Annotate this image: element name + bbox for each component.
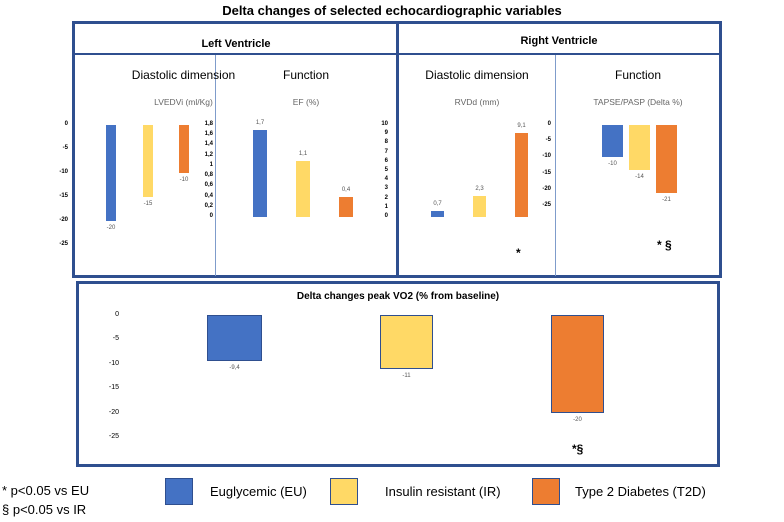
vo2-data-label: -11 bbox=[402, 372, 411, 379]
rvdd-data-label: 0,7 bbox=[433, 200, 442, 207]
rvdd-bar-eu bbox=[431, 210, 444, 217]
lvedvi-tick-label: -25 bbox=[59, 241, 68, 247]
rv-subdivider bbox=[555, 55, 556, 276]
tapse-significance: * § bbox=[657, 238, 672, 252]
ef-tick-label: 1,8 bbox=[204, 121, 213, 127]
figure-title: Delta changes of selected echocardiograp… bbox=[222, 3, 562, 18]
rvdd-tick-label: 8 bbox=[384, 139, 388, 146]
ef-data-label: 0,4 bbox=[341, 186, 351, 193]
vo2-bar-t2d bbox=[551, 315, 604, 413]
rvdd-data-label: 2,3 bbox=[475, 185, 484, 192]
ef-axis-label: EF (%) bbox=[292, 97, 320, 107]
rvdd-data-label: 9,1 bbox=[517, 123, 526, 130]
lvedvi-bar-t2d bbox=[179, 125, 189, 173]
tapse-tick-label: -25 bbox=[542, 202, 551, 208]
lvedvi-data-label: -10 bbox=[179, 177, 189, 183]
legend-label-ir: Insulin resistant (IR) bbox=[385, 484, 501, 499]
lvedvi-tick-label: -20 bbox=[59, 217, 68, 223]
tapse-data-label: -14 bbox=[635, 174, 644, 181]
tapse-tick-label: -10 bbox=[542, 153, 551, 160]
rvdd-axis-label: RVDd (mm) bbox=[454, 97, 500, 107]
tapse-tick-label: -5 bbox=[545, 137, 551, 144]
legend-note-ir: § p<0.05 vs IR bbox=[2, 502, 87, 517]
ef-subtitle: Function bbox=[282, 68, 330, 82]
tapse-axis-label: TAPSE/PASP (Delta %) bbox=[593, 97, 683, 107]
vo2-tick-label: 0 bbox=[115, 311, 119, 318]
rvdd-subtitle: Diastolic dimension bbox=[425, 68, 529, 82]
vo2-tick-label: -5 bbox=[112, 335, 119, 343]
legend-label-eu: Euglycemic (EU) bbox=[210, 484, 307, 499]
rvdd-bar-t2d bbox=[515, 133, 528, 217]
header-divider bbox=[72, 53, 722, 55]
lv-subdivider bbox=[215, 55, 216, 276]
vo2-title: Delta changes peak VO2 (% from baseline) bbox=[296, 291, 500, 302]
rvdd-tick-label: 9 bbox=[384, 130, 388, 137]
ef-bar-ir bbox=[296, 160, 310, 217]
vo2-bar-eu bbox=[207, 315, 262, 361]
rvdd-tick-label: 7 bbox=[384, 148, 388, 155]
rvdd-tick-label: 5 bbox=[384, 167, 388, 173]
ef-tick-label: 0,6 bbox=[204, 182, 213, 189]
ef-data-label: 1,7 bbox=[255, 120, 265, 127]
lvedvi-tick-label: -15 bbox=[59, 193, 68, 199]
rvdd-tick-label: 4 bbox=[384, 176, 388, 183]
lvedvi-data-label: -20 bbox=[106, 225, 116, 231]
rvdd-significance: * bbox=[516, 246, 521, 260]
tapse-subtitle: Function bbox=[614, 68, 662, 82]
vo2-data-label: -9,4 bbox=[229, 364, 240, 371]
ef-tick-label: 1,6 bbox=[204, 131, 213, 138]
ef-tick-label: 0,2 bbox=[204, 202, 213, 209]
legend-swatch-t2d bbox=[532, 478, 560, 505]
lvedvi-data-label: -15 bbox=[143, 201, 153, 207]
lvedvi-bar-ir bbox=[143, 125, 153, 197]
rvdd-tick-label: 10 bbox=[381, 121, 388, 127]
legend-label-t2d: Type 2 Diabetes (T2D) bbox=[575, 484, 706, 499]
lvedvi-tick-label: -10 bbox=[59, 169, 68, 175]
ef-bar-eu bbox=[253, 130, 267, 217]
lvedvi-subtitle: Diastolic dimension bbox=[131, 68, 236, 82]
rvdd-bar-ir bbox=[473, 195, 486, 217]
vo2-data-label: -20 bbox=[573, 416, 582, 423]
tapse-tick-label: 0 bbox=[547, 121, 551, 127]
legend-swatch-ir bbox=[330, 478, 358, 505]
lvedvi-axis-label: LVEDVi (ml/Kg) bbox=[154, 97, 213, 107]
legend-swatch-eu bbox=[165, 478, 193, 505]
tapse-bar-t2d bbox=[656, 125, 677, 194]
rvdd-tick-label: 1 bbox=[384, 203, 388, 210]
lvedvi-tick-label: 0 bbox=[64, 121, 68, 127]
section-divider bbox=[396, 21, 399, 278]
lvedvi-bar-eu bbox=[106, 125, 116, 221]
right-ventricle-header: Right Ventricle bbox=[520, 35, 598, 47]
tapse-tick-label: -15 bbox=[542, 169, 551, 176]
vo2-bar-ir bbox=[380, 315, 433, 369]
ef-tick-label: 1,2 bbox=[204, 151, 213, 158]
ef-tick-label: 0,8 bbox=[204, 172, 213, 179]
vo2-tick-label: -20 bbox=[108, 408, 119, 416]
tapse-data-label: -21 bbox=[662, 197, 671, 204]
rvdd-tick-label: 6 bbox=[384, 157, 388, 164]
rvdd-tick-label: 0 bbox=[384, 213, 388, 219]
vo2-tick-label: -10 bbox=[108, 359, 119, 367]
vo2-significance: *§ bbox=[572, 442, 584, 456]
tapse-bar-ir bbox=[629, 125, 650, 171]
lvedvi-tick-label: -5 bbox=[62, 145, 68, 151]
ef-bar-t2d bbox=[339, 196, 353, 217]
tapse-data-label: -10 bbox=[608, 161, 617, 168]
ef-data-label: 1,1 bbox=[298, 150, 308, 157]
ef-tick-label: 1,4 bbox=[204, 141, 213, 148]
ef-tick-label: 0,4 bbox=[204, 192, 213, 199]
ef-tick-label: 0 bbox=[209, 213, 213, 219]
vo2-panel-frame bbox=[76, 281, 720, 467]
vo2-tick-label: -25 bbox=[108, 433, 119, 440]
tapse-tick-label: -20 bbox=[542, 185, 551, 192]
ef-tick-label: 1 bbox=[209, 161, 213, 168]
left-ventricle-header: Left Ventricle bbox=[201, 38, 271, 50]
rvdd-tick-label: 2 bbox=[384, 194, 388, 201]
rvdd-tick-label: 3 bbox=[384, 185, 388, 192]
legend-note-eu: * p<0.05 vs EU bbox=[2, 483, 90, 498]
vo2-tick-label: -15 bbox=[108, 384, 119, 392]
tapse-bar-eu bbox=[602, 125, 623, 158]
